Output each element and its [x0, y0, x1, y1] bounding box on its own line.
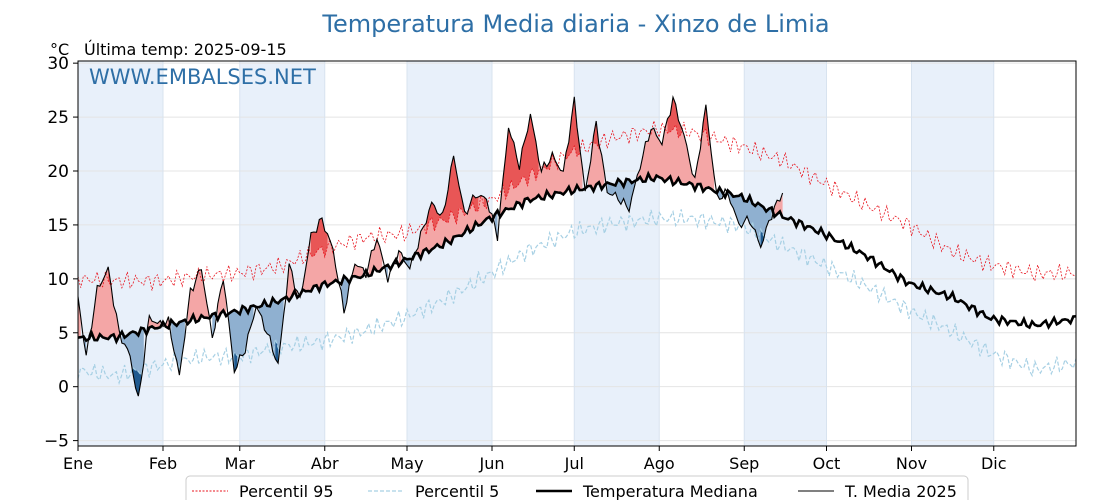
legend-label: Percentil 5: [415, 482, 499, 500]
x-tick-label: Mar: [225, 454, 256, 473]
above-median-fill: [588, 121, 605, 191]
x-tick-label: Jul: [564, 454, 584, 473]
y-tick-label: 5: [58, 324, 69, 344]
above-p95-fill: [311, 218, 328, 257]
legend-label: Temperatura Mediana: [582, 482, 758, 500]
legend-box: [185, 475, 969, 500]
month-band: [78, 61, 163, 446]
below-median-fill: [607, 178, 635, 212]
x-tick-label: Ago: [644, 454, 675, 473]
x-tick-label: Feb: [149, 454, 177, 473]
x-tick-label: Ene: [63, 454, 93, 473]
y-tick-label: 15: [47, 216, 69, 236]
month-band: [911, 61, 994, 446]
x-tick-label: Jun: [479, 454, 505, 473]
above-p95-fill: [470, 195, 479, 212]
series-p95-line: [77, 120, 1077, 291]
last-temp-label: Última temp: 2025-09-15: [84, 40, 287, 59]
legend-label: T. Media 2025: [844, 482, 957, 500]
above-p95-fill: [593, 121, 599, 149]
y-tick-label: 0: [58, 378, 69, 398]
chart-title: Temperatura Media diaria - Xinzo de Limi…: [321, 10, 829, 38]
above-p95-fill: [566, 96, 580, 160]
below-median-fill: [171, 319, 185, 376]
above-median-fill: [368, 239, 383, 277]
above-p95-fill: [544, 152, 558, 170]
above-p95-fill: [503, 114, 539, 199]
y-tick-label: 30: [47, 54, 69, 74]
above-median-fill: [146, 315, 161, 335]
y-tick-label: 25: [47, 108, 69, 128]
below-median-fill: [494, 210, 498, 241]
x-tick-label: Sep: [729, 454, 759, 473]
above-p95-fill: [426, 155, 465, 235]
above-median-fill: [286, 263, 298, 301]
chart-legend: Percentil 95 Percentil 5 Temperatura Media…: [185, 475, 969, 500]
above-median-fill: [78, 296, 81, 338]
plot-area: −5 0 5 10 15 20 25 30 Ene Feb Mar Abr May Jun Jul Ago Se…: [44, 54, 1077, 473]
y-tick-label: 20: [47, 162, 69, 182]
x-tick-label: May: [390, 454, 423, 473]
above-median-fill: [500, 96, 583, 217]
unit-label: °C: [50, 40, 69, 59]
x-tick-label: Abr: [311, 454, 339, 473]
y-tick-label: −5: [44, 432, 69, 452]
x-tick-label: Oct: [813, 454, 841, 473]
above-median-fill: [89, 266, 120, 342]
above-p95-fill: [483, 196, 487, 209]
month-band: [574, 61, 660, 446]
x-tick-label: Dic: [981, 454, 1007, 473]
month-band: [744, 61, 827, 446]
x-tick-label: Nov: [896, 454, 927, 473]
below-p5-fill: [760, 229, 764, 248]
above-p95-fill: [667, 97, 682, 138]
above-median-fill: [637, 97, 715, 192]
series-current-line: [77, 94, 784, 397]
legend-label: Percentil 95: [239, 482, 334, 500]
watermark: WWW.EMBALSES.NET: [89, 65, 316, 89]
y-tick-label: 10: [47, 270, 69, 290]
below-median-fill: [212, 313, 216, 338]
above-median-fill: [352, 264, 364, 278]
above-median-fill: [187, 269, 210, 324]
plot-frame: [77, 60, 1077, 447]
series-median-line: [77, 170, 1077, 345]
below-p5-fill: [275, 339, 279, 364]
series-p5-line: [77, 209, 1077, 386]
